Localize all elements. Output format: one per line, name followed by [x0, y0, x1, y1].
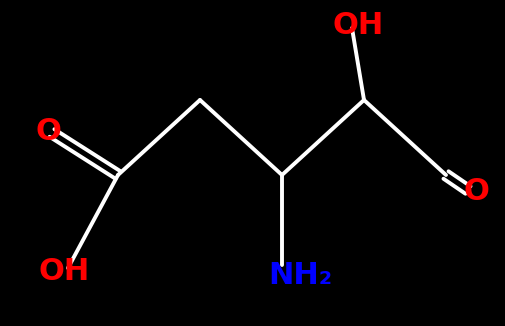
Text: OH: OH [38, 258, 89, 287]
Text: O: O [463, 177, 489, 206]
Text: NH₂: NH₂ [268, 260, 332, 289]
Text: O: O [35, 116, 61, 145]
Text: OH: OH [332, 11, 384, 40]
